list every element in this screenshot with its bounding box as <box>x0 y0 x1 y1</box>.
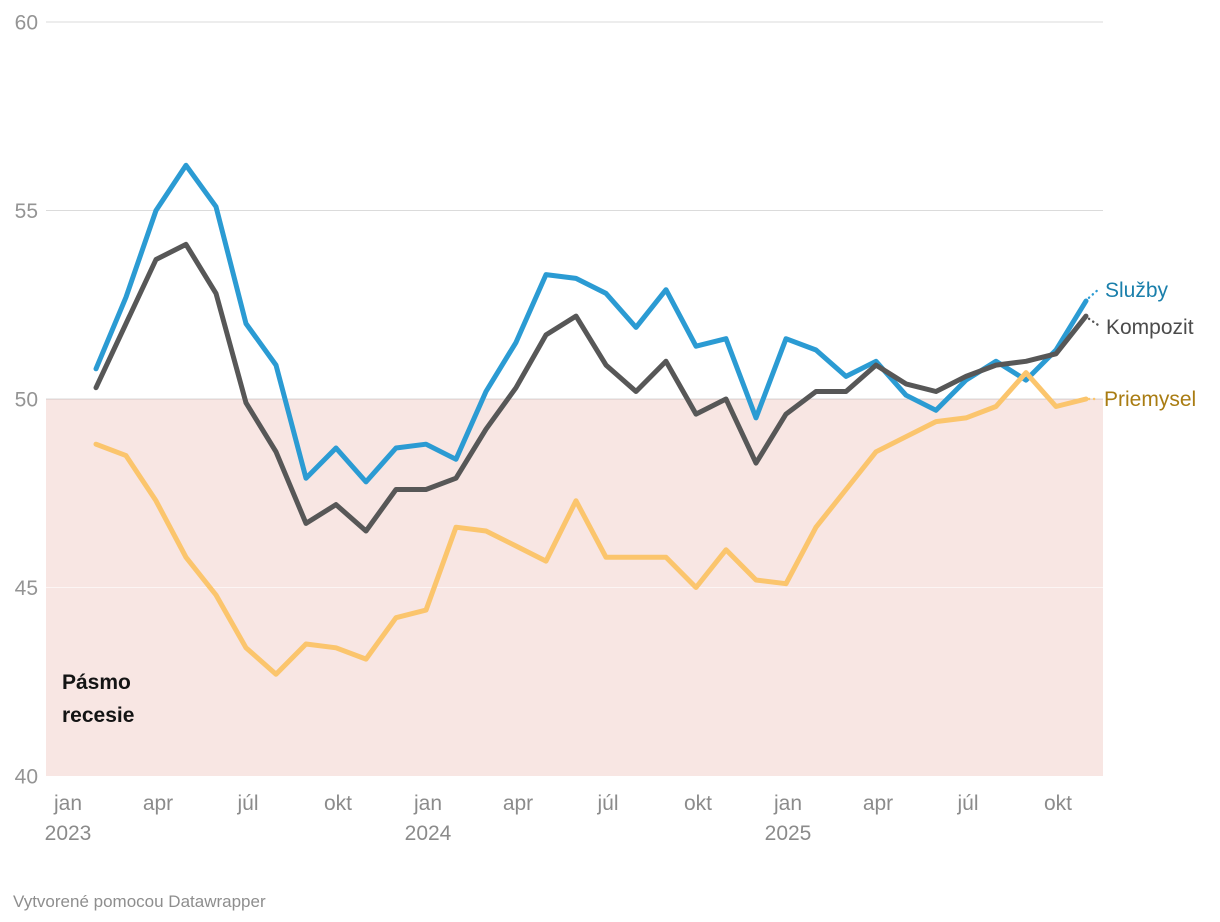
recession-zone-label: Pásmo recesie <box>62 671 135 727</box>
series-line-kompozit <box>93 241 1089 534</box>
x-tick-label-27: apr <box>863 792 893 815</box>
x-tick-year-2023: 2023 <box>45 822 92 845</box>
series-label-priemysel: Priemysel <box>1104 388 1197 411</box>
y-tick-label-45: 45 <box>15 577 38 600</box>
x-tick-label-21: okt <box>684 792 712 815</box>
x-tick-label-33: okt <box>1044 792 1072 815</box>
x-tick-label-6: júl <box>236 792 258 815</box>
series-label-sluzby: Služby <box>1105 279 1169 302</box>
series-line-priemysel <box>93 370 1089 677</box>
attribution-text: Vytvorené pomocou Datawrapper <box>13 892 266 911</box>
label-connector-sluzby <box>1087 286 1102 299</box>
x-tick-year-2024: 2024 <box>405 822 452 845</box>
x-tick-year-2025: 2025 <box>765 822 812 845</box>
x-tick-label-18: júl <box>596 792 618 815</box>
x-tick-label-9: okt <box>324 792 352 815</box>
y-tick-label-50: 50 <box>15 389 38 412</box>
y-tick-label-60: 60 <box>15 12 38 35</box>
x-tick-label-12: jan <box>413 792 442 815</box>
x-tick-label-15: apr <box>503 792 533 815</box>
x-tick-label-30: júl <box>956 792 978 815</box>
y-tick-label-40: 40 <box>15 766 38 789</box>
series-line-sluzby <box>93 162 1089 485</box>
series-label-kompozit: Kompozit <box>1106 316 1194 339</box>
label-connector-kompozit <box>1087 317 1103 329</box>
x-tick-label-0: jan <box>53 792 82 815</box>
x-tick-label-3: apr <box>143 792 173 815</box>
x-tick-label-24: jan <box>773 792 802 815</box>
y-tick-label-55: 55 <box>15 200 38 223</box>
